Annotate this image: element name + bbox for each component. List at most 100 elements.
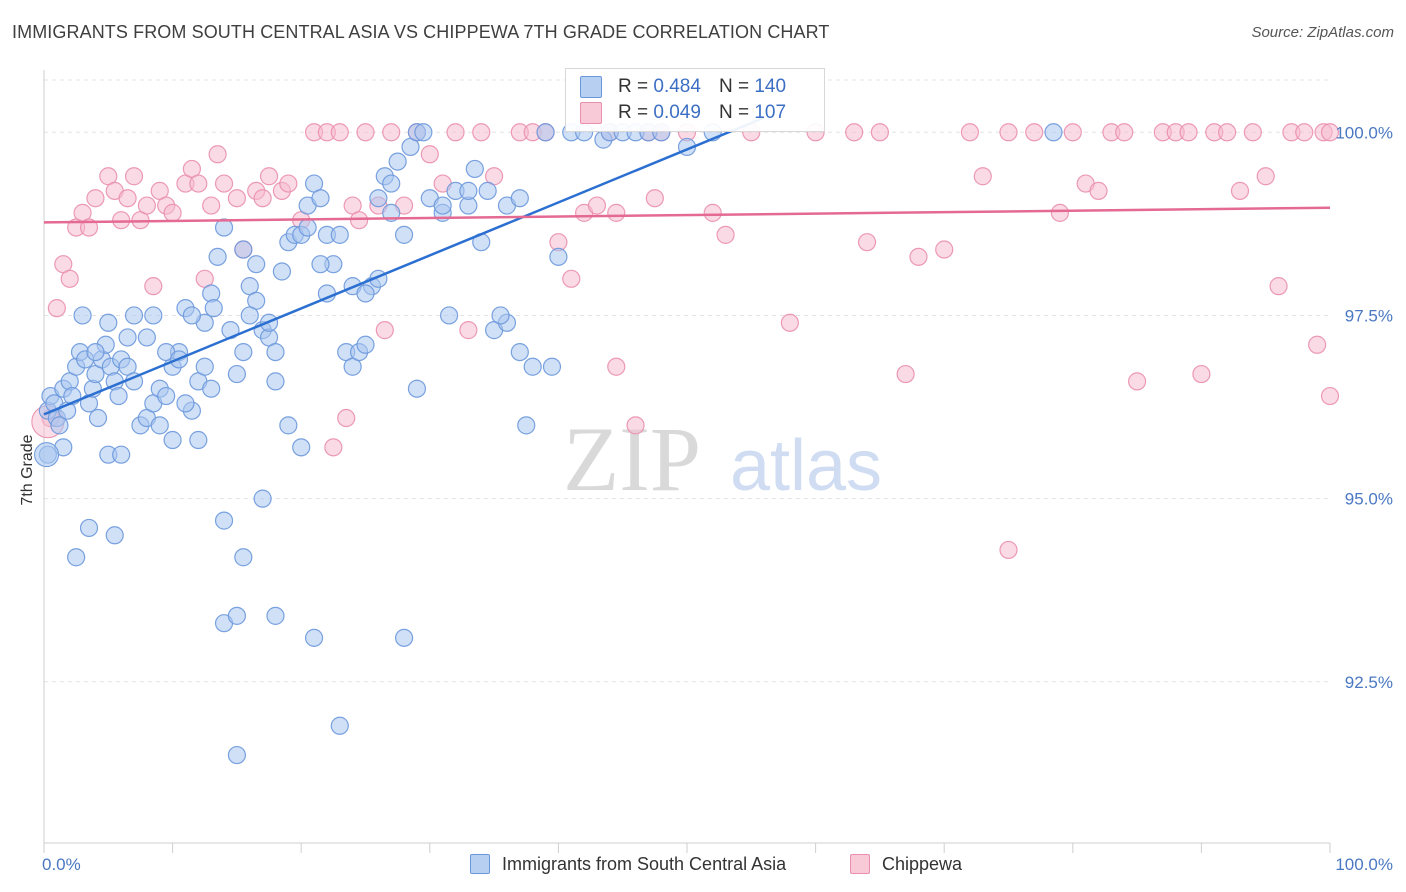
n-label: N =: [718, 76, 750, 97]
chippewa-point: [208, 145, 227, 164]
chippewa-point: [1192, 364, 1211, 384]
south-central-asia-point: [356, 284, 375, 303]
south-central-asia-point: [234, 342, 253, 362]
legend-swatch-blue: [470, 854, 490, 874]
chippewa-points: [31, 123, 1340, 560]
n-value: 140: [754, 76, 787, 97]
chippewa-point: [1025, 123, 1044, 142]
chippewa-point: [330, 123, 349, 142]
chippewa-point: [337, 408, 356, 428]
chippewa-point: [607, 357, 626, 376]
chippewa-point: [626, 416, 645, 435]
chippewa-point: [1256, 167, 1275, 186]
south-central-asia-point: [311, 255, 330, 274]
south-central-asia-point: [67, 548, 86, 567]
chippewa-point: [562, 269, 581, 288]
watermark: ZIP atlas: [563, 408, 882, 510]
chippewa-point: [1063, 123, 1082, 142]
south-central-asia-point: [510, 189, 529, 208]
south-central-asia-point: [266, 342, 285, 362]
n-label: N =: [718, 102, 750, 123]
tick-labels: 100.0% 97.5% 95.0% 92.5% 0.0% 100.0%: [42, 123, 1393, 874]
trend-lines: [43, 116, 1331, 416]
chippewa-point: [857, 233, 877, 252]
chippewa-point: [163, 203, 182, 222]
south-central-asia-point: [298, 218, 317, 237]
chippewa-point: [137, 196, 156, 215]
south-central-asia-point: [109, 386, 128, 406]
chippewa-point: [716, 225, 735, 244]
chippewa-point: [1127, 372, 1147, 391]
south-central-asia-point: [234, 548, 253, 567]
chippewa-point: [86, 189, 105, 208]
south-central-asia-point: [523, 357, 542, 376]
chippewa-point: [1295, 123, 1314, 142]
south-central-asia-point: [279, 416, 298, 435]
chippewa-point: [227, 189, 246, 208]
trend-line-chippewa: [43, 206, 1331, 224]
south-central-asia-point: [433, 196, 452, 215]
south-central-asia-point: [292, 438, 311, 457]
y-tick-label: 97.5%: [1345, 306, 1393, 325]
stats-legend: R = 0.484 N = 140 R = 0.049 N = 107: [565, 68, 825, 132]
chippewa-point: [1050, 203, 1070, 222]
chippewa-point: [1320, 123, 1340, 142]
south-central-asia-point: [459, 181, 478, 200]
south-central-asia-point: [414, 123, 433, 142]
south-central-asia-point: [79, 518, 99, 538]
south-central-asia-point: [227, 606, 246, 625]
chippewa-point: [999, 123, 1018, 142]
blue-swatch: [580, 76, 602, 98]
stats-row-pink: R = 0.049 N = 107: [580, 101, 786, 125]
south-central-asia-point: [478, 181, 497, 200]
n-value: 107: [754, 102, 787, 123]
watermark-atlas: atlas: [730, 426, 882, 506]
chippewa-point: [1269, 277, 1288, 296]
chippewa-point: [124, 167, 144, 186]
south-central-asia-point: [407, 379, 427, 398]
chippewa-point: [909, 247, 928, 266]
r-label: R =: [618, 76, 649, 97]
chippewa-point: [780, 313, 799, 332]
chippewa-point: [999, 540, 1018, 560]
south-central-asia-point: [189, 430, 208, 450]
south-central-asia-point: [73, 306, 92, 325]
r-value: 0.049: [653, 102, 701, 123]
south-central-asia-point: [266, 606, 285, 625]
south-central-asia-point: [330, 716, 349, 735]
r-label: R =: [618, 102, 649, 123]
chippewa-point: [356, 123, 375, 142]
r-value: 0.484: [653, 76, 701, 97]
chippewa-point: [459, 321, 478, 340]
chippewa-point: [382, 123, 401, 142]
south-central-asia-point: [157, 386, 176, 406]
chippewa-point: [324, 438, 343, 457]
south-central-asia-point: [517, 416, 536, 435]
south-central-asia-point: [382, 174, 401, 193]
south-central-asia-point: [465, 159, 484, 179]
south-central-asia-point: [50, 416, 69, 435]
south-central-asia-point: [234, 240, 253, 259]
chippewa-point: [349, 211, 369, 230]
south-central-asia-point: [356, 335, 375, 354]
south-central-asia-point: [124, 306, 144, 325]
south-central-asia-point: [369, 189, 388, 208]
south-central-asia-point: [330, 225, 349, 244]
chippewa-point: [279, 174, 298, 193]
x-tick-label: 0.0%: [42, 855, 81, 874]
south-central-asia-point: [536, 123, 555, 142]
south-central-asia-point: [214, 511, 234, 530]
chippewa-point: [214, 174, 234, 193]
south-central-asia-point: [227, 364, 246, 384]
south-central-asia-point: [542, 357, 562, 376]
south-central-asia-point: [311, 189, 330, 208]
south-central-asia-point: [240, 306, 259, 325]
chippewa-point: [202, 196, 221, 215]
legend-swatch-pink: [850, 854, 870, 874]
south-central-asia-point: [137, 328, 156, 347]
chippewa-point: [587, 196, 607, 215]
south-central-asia-point: [304, 628, 324, 647]
chippewa-point: [47, 299, 66, 318]
south-central-asia-point: [112, 445, 131, 464]
y-tick-label: 95.0%: [1345, 490, 1393, 509]
